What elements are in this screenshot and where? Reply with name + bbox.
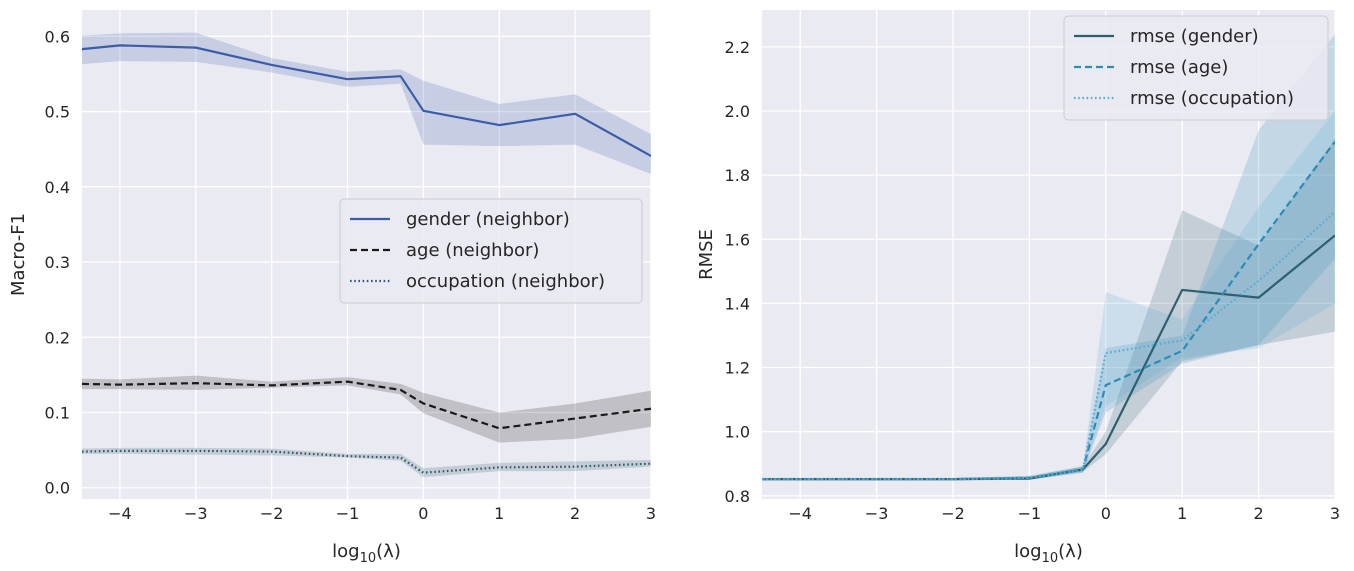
- plot-area: [762, 34, 1335, 481]
- x-tick-label: −1: [1018, 504, 1042, 523]
- y-tick-label: 0.0: [45, 479, 70, 498]
- confidence-band-3: [762, 111, 1335, 481]
- y-tick-label: 0.6: [45, 27, 70, 46]
- series-line-2: [82, 380, 651, 430]
- y-axis-label: RMSE: [696, 229, 717, 280]
- x-tick-label: −1: [336, 504, 360, 523]
- y-tick-label: 2.0: [725, 102, 750, 121]
- confidence-band-1: [82, 32, 651, 174]
- legend-label-3: rmse (occupation): [1130, 88, 1294, 109]
- x-tick-label: −2: [260, 504, 284, 523]
- rmse-chart: −4 −3 −2 −1 0 1 2 3 0.8 1.0 1.2 1.4 1.6 1.8 2.0 2.2 log1…: [696, 10, 1340, 566]
- x-tick-label: 0: [1101, 504, 1111, 523]
- y-tick-label: 0.3: [45, 253, 70, 272]
- legend-box: [339, 198, 643, 304]
- x-tick-label: 1: [1177, 504, 1187, 523]
- x-tick-label: 3: [1330, 504, 1340, 523]
- legend-label-1: gender (neighbor): [406, 209, 570, 230]
- y-axis-label: Macro-F1: [8, 213, 29, 296]
- legend: gender (neighbor) age (neighbor) occupatio…: [339, 198, 643, 304]
- x-tick-label: 2: [1254, 504, 1264, 523]
- legend-box: [1063, 15, 1329, 121]
- confidence-band-2: [762, 34, 1335, 481]
- series-line-3: [82, 449, 651, 474]
- x-tick-label: 3: [646, 504, 656, 523]
- x-tick-label: −3: [865, 504, 889, 523]
- y-tick-label: 1.8: [725, 166, 750, 185]
- x-tick-label: −2: [941, 504, 965, 523]
- legend: rmse (gender) rmse (age) rmse (occupation): [1063, 15, 1329, 121]
- confidence-band-2: [82, 375, 651, 443]
- legend-label-1: rmse (gender): [1130, 26, 1259, 47]
- x-tick-label: −4: [788, 504, 812, 523]
- y-tick-label: 1.6: [725, 230, 750, 249]
- confidence-band-1: [762, 139, 1335, 481]
- y-tick-label: 1.4: [725, 294, 750, 313]
- x-tick-label: −3: [184, 504, 208, 523]
- x-tick-label: 0: [418, 504, 428, 523]
- confidence-band-3: [82, 447, 651, 478]
- series-line-3: [762, 211, 1335, 481]
- plot-area: [82, 32, 651, 478]
- x-tick-label: −4: [108, 504, 132, 523]
- y-tick-label: 0.5: [45, 103, 70, 122]
- x-tick-label: 2: [570, 504, 580, 523]
- y-tick-label: 0.1: [45, 403, 70, 422]
- x-tick-label: 1: [494, 504, 504, 523]
- x-axis-label: log10(λ): [1014, 541, 1083, 566]
- y-tick-label: 1.0: [725, 423, 750, 442]
- y-tick-label: 0.4: [45, 178, 70, 197]
- legend-label-3: occupation (neighbor): [406, 271, 605, 292]
- x-axis-label: log10(λ): [332, 541, 401, 566]
- y-tick-label: 0.8: [725, 487, 750, 506]
- legend-label-2: age (neighbor): [406, 240, 539, 261]
- y-tick-label: 1.2: [725, 359, 750, 378]
- y-tick-label: 2.2: [725, 38, 750, 57]
- series-line-1: [82, 44, 651, 157]
- y-tick-label: 0.2: [45, 328, 70, 347]
- legend-label-2: rmse (age): [1130, 57, 1228, 78]
- macro-f1-chart: −4 −3 −2 −1 0 1 2 3 0.0 0.1 0.2 0.3 0.4 0.5 0.6 log10(λ…: [8, 10, 656, 566]
